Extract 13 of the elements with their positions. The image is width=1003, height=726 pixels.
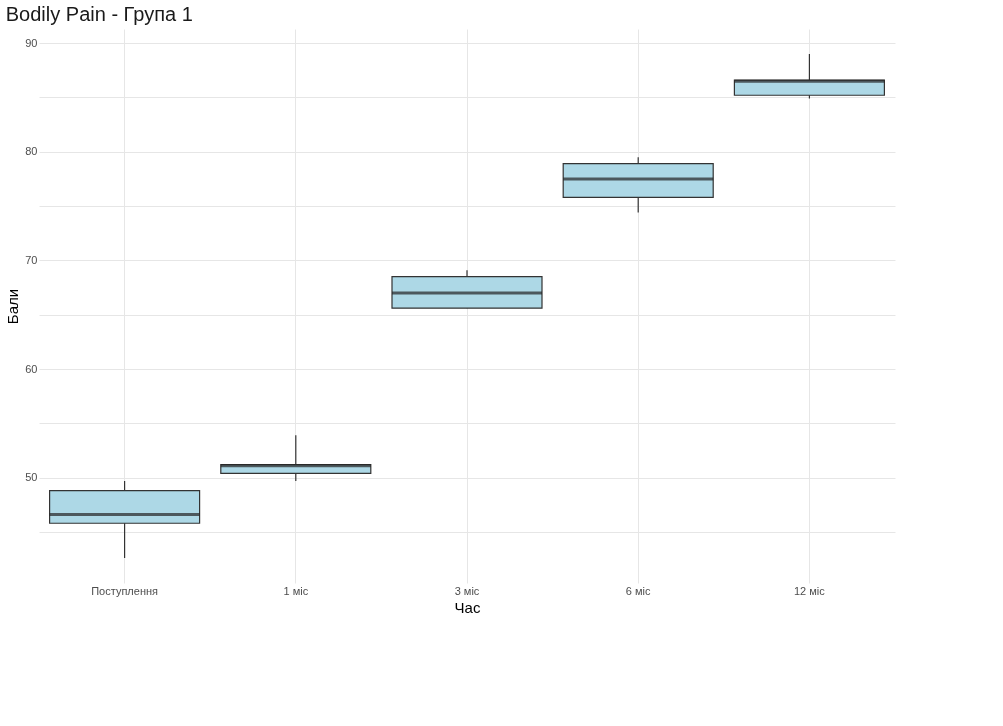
x-tick-label: 6 міс — [625, 584, 652, 597]
x-tick-label: 12 міс — [793, 584, 826, 597]
chart-title: Bodily Pain - Група 1 — [5, 3, 193, 25]
y-tick-label: 80 — [25, 145, 38, 158]
x-tick-label: 3 міс — [454, 584, 480, 597]
y-tick-label: 90 — [25, 36, 38, 49]
x-tick-label: Поступлення — [91, 584, 159, 597]
x-axis-title: Час — [454, 598, 481, 616]
y-axis-title: Бали — [4, 288, 22, 325]
y-tick-label: 60 — [25, 362, 38, 375]
y-tick-label: 50 — [25, 471, 38, 484]
x-tick-label: 1 міс — [283, 584, 309, 597]
y-tick-label: 70 — [25, 253, 38, 266]
